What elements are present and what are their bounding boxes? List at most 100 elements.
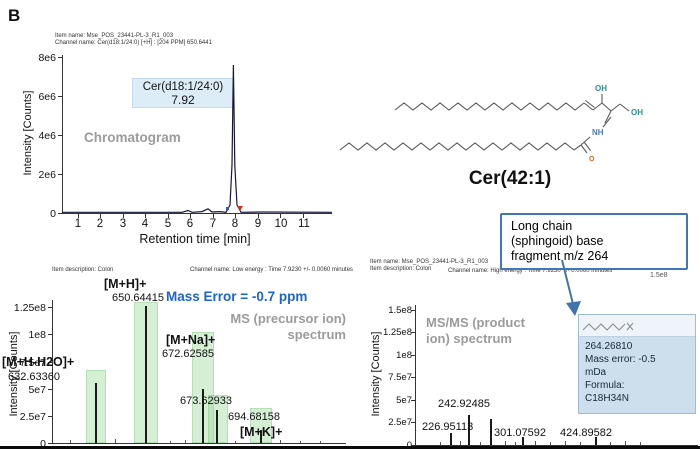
mz-label-672: 672.62585 <box>162 348 214 360</box>
y-tick-mark <box>48 443 52 444</box>
spectrum-peak-242 <box>468 415 470 445</box>
fragment-mass-error: Mass error: -0.5 mDa <box>585 354 656 378</box>
y-tick-label: 2.5e7 <box>19 411 46 423</box>
y-tick-mark <box>58 135 62 136</box>
y-tick-mark <box>48 334 52 335</box>
chromatogram-trace <box>62 64 332 213</box>
y-tick-mark <box>411 377 415 378</box>
spectrum-peak-672 <box>202 389 204 443</box>
x-axis-line <box>52 443 346 444</box>
noise-peak <box>235 441 236 443</box>
noise-peak <box>565 441 566 445</box>
fragment-callout-text: Long chain (sphingoid) base fragment m/z… <box>511 219 609 263</box>
amide-nh-label: NH <box>592 128 604 137</box>
noise-peak <box>440 442 441 445</box>
y-tick-mark <box>411 310 415 311</box>
y-tick-mark <box>411 445 415 446</box>
y-tick-label: 1e8 <box>28 329 46 341</box>
y-tick-label: 4e6 <box>38 130 56 142</box>
peak-retention-time: 7.92 <box>171 93 195 107</box>
x-tick-mark <box>258 214 259 218</box>
spectrum-peak-694 <box>260 430 262 443</box>
y-tick-label: 2e6 <box>38 169 56 181</box>
hydroxyl-label: OH <box>631 108 643 117</box>
bottom-crop-bar <box>0 446 700 449</box>
fragment-callout-box: Long chain (sphingoid) base fragment m/z… <box>500 213 688 270</box>
mass-error-annotation: Mass Error = -0.7 ppm <box>166 289 308 304</box>
mz-label-301: 301.07592 <box>494 427 546 439</box>
chromatogram-panel: Item name: Mse_POS_23441-PL-3_R1_003 Cha… <box>0 0 350 255</box>
x-tick-mark <box>213 214 214 218</box>
msms-product-panel: Item name: Mse_POS_23441-PL-3_R1_003 Ite… <box>350 255 700 449</box>
y-tick-mark <box>58 96 62 97</box>
x-tick-label: 2 <box>96 218 104 230</box>
item-name-text: Item name: Mse_POS_23441-PL-3_R1_003 <box>370 259 489 265</box>
ceramide-structure: OH OH NH O <box>339 84 643 163</box>
spectrum-peak-264 <box>490 419 492 445</box>
msms-spectrum-watermark: MS/MS (product ion) spectrum <box>426 315 525 347</box>
x-tick-mark <box>145 214 146 218</box>
peak-compound-name: Cer(d18:1/24:0) <box>142 81 224 93</box>
mz-label-242: 242.92485 <box>438 398 490 410</box>
fragment-structure-icon <box>582 322 634 331</box>
noise-peak <box>535 441 536 445</box>
x-tick-label: 8 <box>231 218 239 230</box>
mz-label-650: 650.64415 <box>112 292 164 304</box>
y-tick-mark <box>48 362 52 363</box>
spectrum-peak-301 <box>522 437 524 445</box>
spectrum-peak-424 <box>595 437 597 445</box>
x-tick-mark <box>235 214 236 218</box>
x-tick-mark <box>78 214 79 218</box>
fragment-formula: Formula: C18H34N <box>585 380 629 404</box>
noise-peak <box>460 441 461 445</box>
channel-name-text: Channel name: High energy : Time 7.9230 … <box>448 268 613 274</box>
y-tick-mark <box>58 213 62 214</box>
x-tick-label: 6 <box>186 218 194 230</box>
mz-label-632: 632.63360 <box>8 371 60 383</box>
lipid-name-label: Cer(42:1) <box>468 168 552 189</box>
y-tick-label: 5e7 <box>396 395 412 406</box>
y-axis-line <box>415 305 416 445</box>
ms-spectrum-watermark: MS (precursor ion) spectrum <box>230 311 346 343</box>
x-tick-label: 3 <box>119 218 127 230</box>
integration-start-marker <box>226 207 229 210</box>
y-tick-mark <box>411 355 415 356</box>
y-tick-label: 8e6 <box>38 52 56 64</box>
mz-label-673: 673.62933 <box>180 395 232 407</box>
callout-arrow <box>561 259 581 316</box>
noise-peak <box>550 442 551 445</box>
x-tick-label: 5 <box>164 218 172 230</box>
mz-label-424: 424.89582 <box>560 427 612 439</box>
x-tick-label: 4 <box>141 218 149 230</box>
y-tick-label: 2.5e7 <box>388 417 412 428</box>
noise-peak <box>580 442 581 445</box>
y-tick-label: 7.5e7 <box>19 357 46 369</box>
noise-peak <box>185 440 186 443</box>
y-tick-label: 7.5e7 <box>388 372 412 383</box>
mz-label-694: 694.68158 <box>228 411 280 423</box>
y-tick-mark <box>411 422 415 423</box>
item-name-text: Item name: Mse_POS_23441-PL-3_R1_003 <box>55 33 174 39</box>
noise-peak <box>610 442 611 445</box>
noise-peak <box>70 440 71 443</box>
spectrum-peak-650 <box>145 306 147 443</box>
item-description-text: Item description: Colon <box>52 267 114 273</box>
y-tick-mark <box>58 174 62 175</box>
x-tick-label: 9 <box>254 218 262 230</box>
carbonyl-o-label: O <box>589 156 595 163</box>
item-description-text: Item description: Colon <box>370 266 432 272</box>
y-tick-label: 0 <box>50 208 56 220</box>
y-tick-label: 0 <box>40 438 46 449</box>
integration-end-marker <box>237 206 243 211</box>
noise-peak <box>300 441 301 443</box>
x-tick-mark <box>100 214 101 218</box>
mz-label-226: 226.95113 <box>422 421 474 433</box>
x-tick-mark <box>123 214 124 218</box>
noise-peak <box>320 441 321 443</box>
y-tick-mark <box>58 57 62 58</box>
noise-peak <box>505 441 506 445</box>
y-tick-label: 0 <box>406 440 412 449</box>
x-axis-line <box>415 445 698 446</box>
x-tick-label: 7 <box>209 218 217 230</box>
fragment-structure-strip <box>579 315 695 337</box>
